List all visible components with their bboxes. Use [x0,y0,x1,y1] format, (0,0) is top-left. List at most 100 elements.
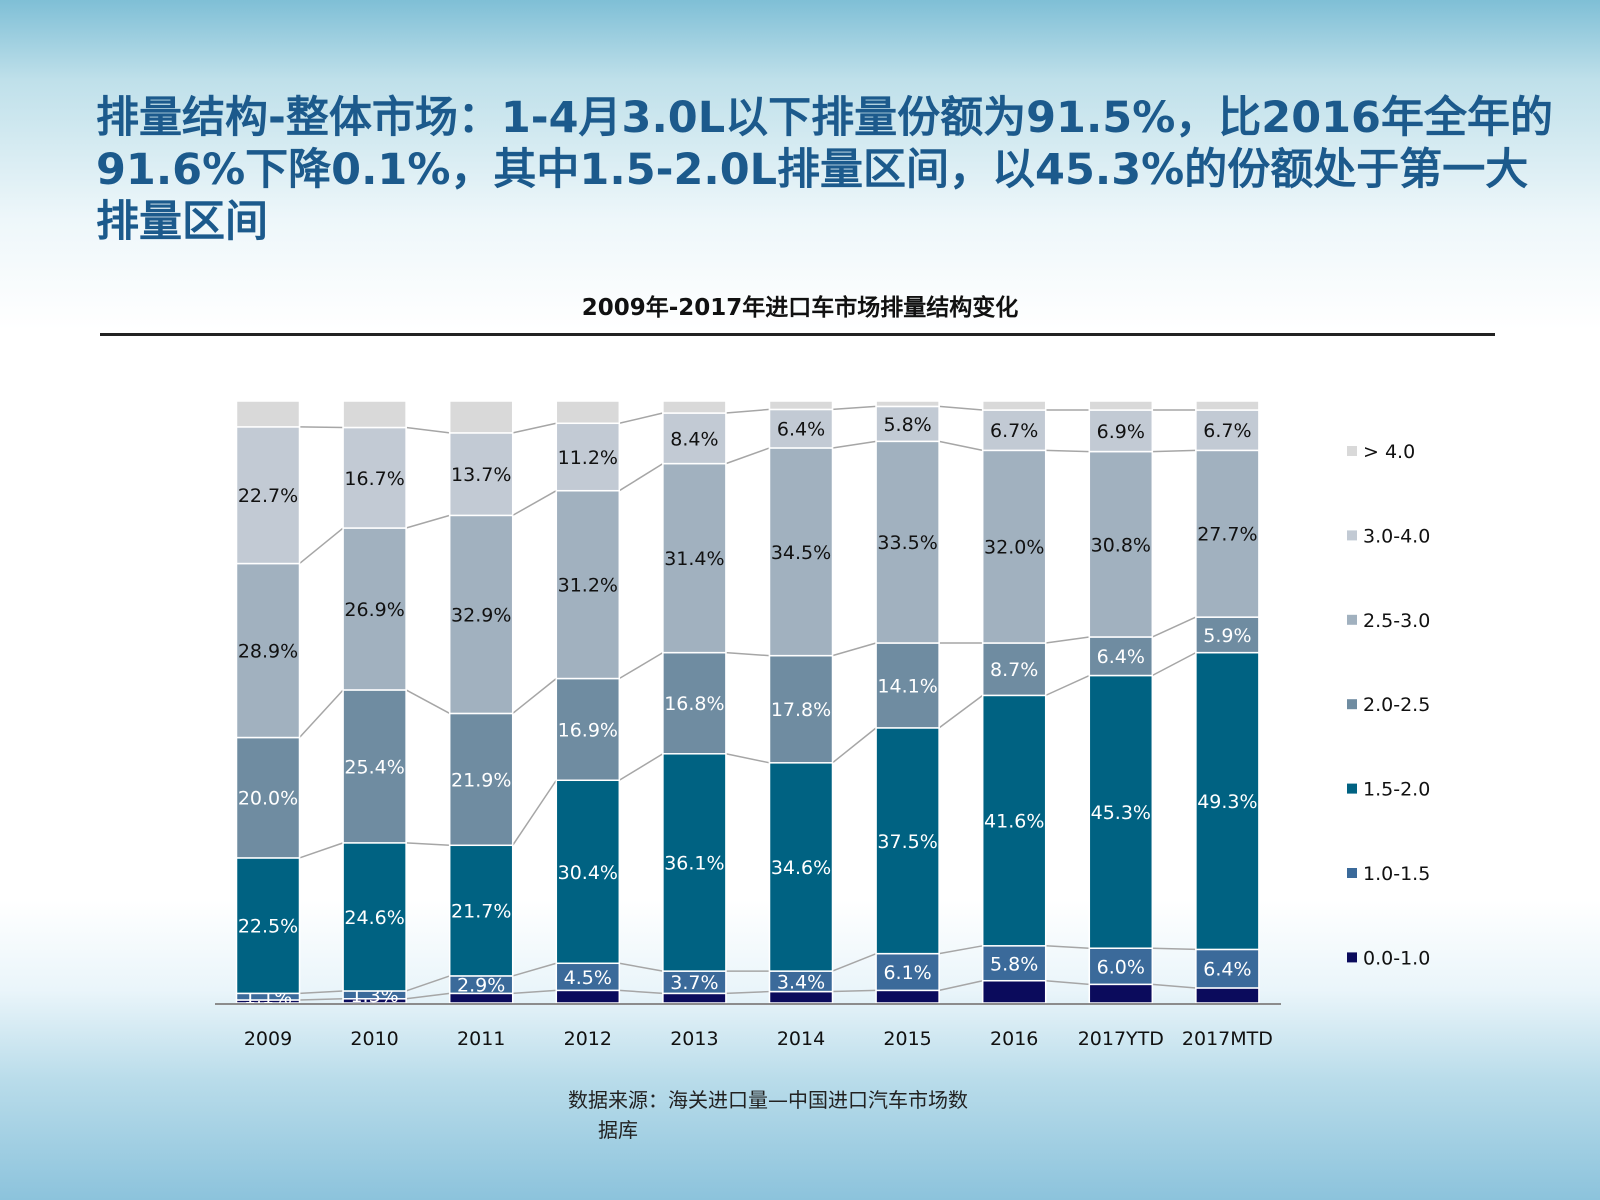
bar-segment [662,400,727,414]
bar-segment [875,400,940,408]
bar-segment [1195,449,1260,618]
x-tick-label: 2015 [883,1028,931,1050]
data-label: 34.5% [771,542,831,564]
bar-segment [875,989,940,1004]
chart-title: 2009年-2017年进口车市场排量结构变化 [581,295,1019,321]
bar-segment [448,432,514,517]
data-label: 20.0% [238,788,298,810]
data-label: 6.0% [1097,956,1145,978]
data-label: 32.0% [984,537,1044,559]
bar-segment [1088,636,1154,677]
data-label: 34.6% [771,857,831,879]
data-label: 5.8% [883,414,931,436]
x-tick-label: 2017MTD [1182,1028,1273,1050]
bar-segment [448,400,514,434]
bar-segment [981,979,1047,1004]
bar-segment [235,857,301,995]
series-connector-line [406,842,450,847]
data-label: 27.7% [1197,524,1257,546]
bar-segment [1088,983,1154,1004]
bar-segment [555,779,621,965]
data-label: 41.6% [984,811,1044,833]
series-connector-line [405,975,450,992]
bar-segment [1088,409,1154,453]
data-label: 21.7% [451,901,511,923]
data-label: 6.7% [1203,420,1251,442]
data-label: 25.4% [344,756,404,778]
series-connector-line [725,408,770,414]
series-connector-line [725,651,770,657]
series-connector-line [1045,945,1090,949]
data-label: 6.7% [990,420,1038,442]
bar-segment [1195,948,1260,989]
bar-segment [1088,947,1154,986]
data-label: 4.5% [564,967,612,989]
data-label: 6.4% [1203,959,1251,981]
bar-segment [1195,987,1260,1004]
series-connector-line [299,990,344,995]
bar-segment [1195,400,1260,411]
series-connector-line [832,952,877,972]
x-tick-label: 2016 [990,1028,1038,1050]
data-label: 49.3% [1197,791,1257,813]
data-label: 5.8% [990,953,1038,975]
bar-segment [448,844,514,977]
legend-label: 1.5-2.0 [1363,779,1430,801]
data-label: 45.3% [1091,802,1151,824]
series-connector-line [406,992,450,1000]
series-connector-line [938,979,983,992]
series-connector-line [299,998,344,1001]
bar-segment [342,400,407,429]
bar-segment [875,952,940,992]
bar-segment [555,677,621,782]
data-label: 26.9% [344,599,404,621]
series-connector-line [832,989,877,993]
bar-segment [1088,400,1154,411]
series-connector-line [618,753,664,781]
x-tick-label: 2010 [350,1028,398,1050]
bar-segment [235,426,301,565]
data-label: 21.9% [451,769,511,791]
series-connector-line [725,990,770,995]
bar-segment [768,408,834,449]
series-connector-line [405,514,450,529]
series-connector-line [1152,449,1196,453]
series-connector-line [512,779,557,846]
series-connector-line [725,447,770,465]
source-line-1: 数据来源：海关进口量—中国进口汽车市场数 [568,1088,968,1112]
bar-segment [875,642,940,729]
series-connector-line [512,962,557,977]
data-label: 8.7% [990,659,1038,681]
data-label: 2.9% [457,975,505,997]
bar-segment [235,736,301,859]
bar-segment [448,514,514,715]
series-connector-line [406,426,450,434]
data-label: 3.4% [777,971,825,993]
series-connector-line [298,689,344,739]
data-label: 17.8% [771,699,831,721]
series-connector-line [299,842,344,859]
data-label: 36.1% [664,852,724,874]
series-connector-line [619,962,664,972]
title-divider [100,333,1495,336]
series-connector-line [512,422,557,434]
legend-label: 3.0-4.0 [1363,525,1430,547]
bar-segment [555,400,621,425]
series-connector-line [832,642,877,657]
bar-segment [875,727,940,955]
series-connector-line [512,490,557,517]
bar-segment [342,842,407,992]
x-tick-label: 2009 [244,1028,292,1050]
bar-segment [1088,674,1154,949]
series-connector-line [832,727,877,764]
x-tick-label: 2017YTD [1078,1028,1164,1050]
data-label: 31.2% [558,575,618,597]
bar-segment [555,989,621,1004]
legend-label: 1.0-1.5 [1363,863,1430,885]
data-label: 6.4% [1097,646,1145,668]
data-label: 22.5% [238,916,298,938]
series-connector-line [618,462,664,492]
bar-segment [768,400,834,411]
bar-segment [768,762,834,972]
series-connector-line [1152,983,1196,989]
